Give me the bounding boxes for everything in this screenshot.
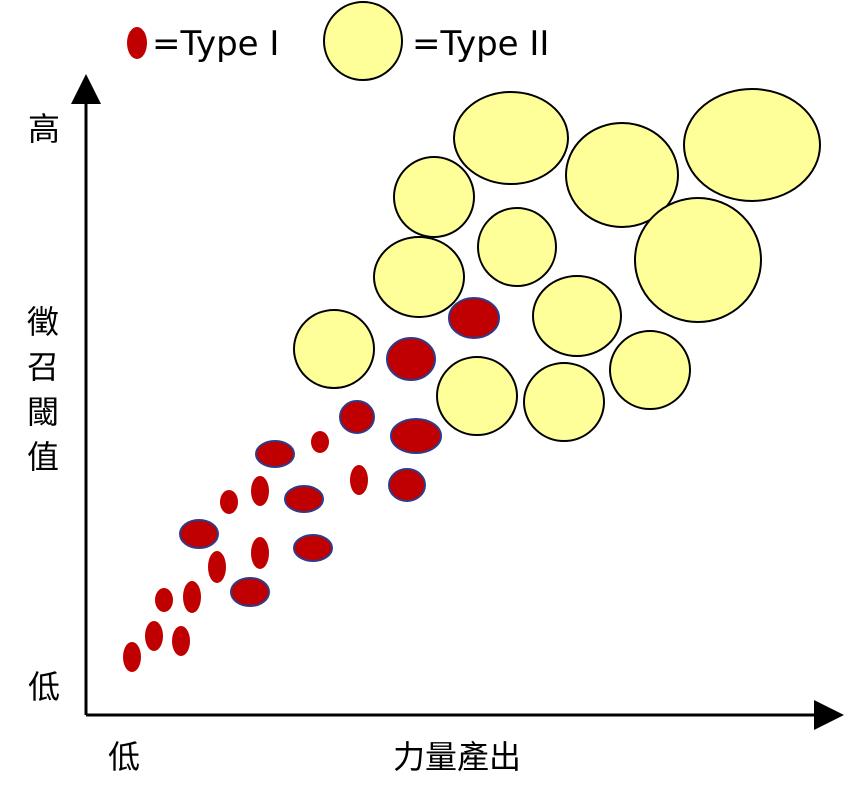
type1-unit-marker [386,337,436,381]
type2-unit-marker [634,197,762,323]
type2-unit-marker [477,207,557,287]
type2-unit-marker [683,88,821,202]
type2-units [293,88,821,442]
type1-unit-marker [339,400,375,434]
legend-type2-swatch [323,1,403,81]
legend-type1-swatch [127,27,147,59]
type1-unit-marker [350,465,368,495]
type2-unit-marker [609,330,691,410]
y-axis-title-char: 閾 [27,393,59,431]
type1-unit-marker [251,537,269,569]
type2-unit-marker [393,156,475,238]
type2-unit-marker [565,122,679,228]
type1-unit-marker [145,621,163,651]
y-axis-title-char: 徵 [27,303,59,341]
type1-unit-marker [230,577,270,607]
type1-unit-marker [208,551,226,583]
legend-type1-label: =Type I [152,24,279,64]
y-axis-title-char: 值 [27,438,59,476]
type2-unit-marker [532,275,622,357]
y-axis-top-label: 高 [28,110,60,148]
type1-units [123,297,500,672]
legend: =Type I =Type II [127,1,549,81]
type1-unit-marker [284,485,324,513]
type1-unit-marker [388,468,426,502]
y-axis-title-char: 召 [27,348,59,386]
type2-unit-marker [436,356,518,436]
type1-unit-marker [448,297,500,339]
type1-unit-marker [311,431,329,453]
type1-unit-marker [293,534,333,562]
y-axis-title: 徵 召 閾 值 [27,303,59,476]
type1-unit-marker [172,626,190,656]
type1-unit-marker [390,418,442,454]
type2-unit-marker [453,91,569,185]
type1-unit-marker [123,642,141,672]
type1-unit-marker [255,440,295,468]
type1-unit-marker [251,476,269,506]
type1-unit-marker [183,581,201,613]
x-axis-left-label: 低 [108,738,140,776]
legend-type2-label: =Type II [412,24,549,64]
type1-unit-marker [220,490,238,514]
type1-unit-marker [155,588,173,612]
type2-unit-marker [293,309,375,389]
type2-unit-marker [373,236,465,318]
y-axis-bottom-label: 低 [28,668,60,706]
type1-unit-marker [179,519,219,549]
type2-unit-marker [523,362,605,442]
x-axis-title: 力量產出 [393,738,521,776]
